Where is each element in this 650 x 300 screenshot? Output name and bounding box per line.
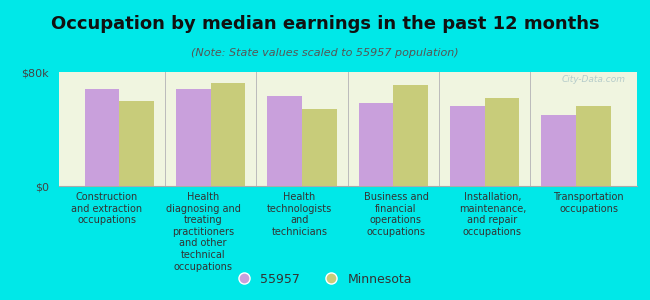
Bar — [84, 89, 120, 186]
Bar — [267, 96, 302, 186]
Bar — [359, 103, 393, 186]
Text: Health
technologists
and
technicians: Health technologists and technicians — [267, 192, 332, 237]
Bar — [302, 109, 337, 186]
Text: Installation,
maintenance,
and repair
occupations: Installation, maintenance, and repair oc… — [459, 192, 526, 237]
Text: City-Data.com: City-Data.com — [562, 75, 625, 84]
Text: Business and
financial
operations
occupations: Business and financial operations occupa… — [363, 192, 428, 237]
Bar — [211, 83, 246, 186]
Bar — [176, 89, 211, 186]
Legend: 55957, Minnesota: 55957, Minnesota — [233, 268, 417, 291]
Bar — [120, 100, 154, 186]
Bar — [485, 98, 519, 186]
Bar — [576, 106, 611, 186]
Bar — [450, 106, 485, 186]
Bar — [541, 115, 576, 186]
Text: Occupation by median earnings in the past 12 months: Occupation by median earnings in the pas… — [51, 15, 599, 33]
Text: Construction
and extraction
occupations: Construction and extraction occupations — [71, 192, 142, 225]
Bar — [393, 85, 428, 186]
Text: Health
diagnosing and
treating
practitioners
and other
technical
occupations: Health diagnosing and treating practitio… — [166, 192, 240, 272]
Text: (Note: State values scaled to 55957 population): (Note: State values scaled to 55957 popu… — [191, 48, 459, 58]
Text: Transportation
occupations: Transportation occupations — [554, 192, 624, 214]
